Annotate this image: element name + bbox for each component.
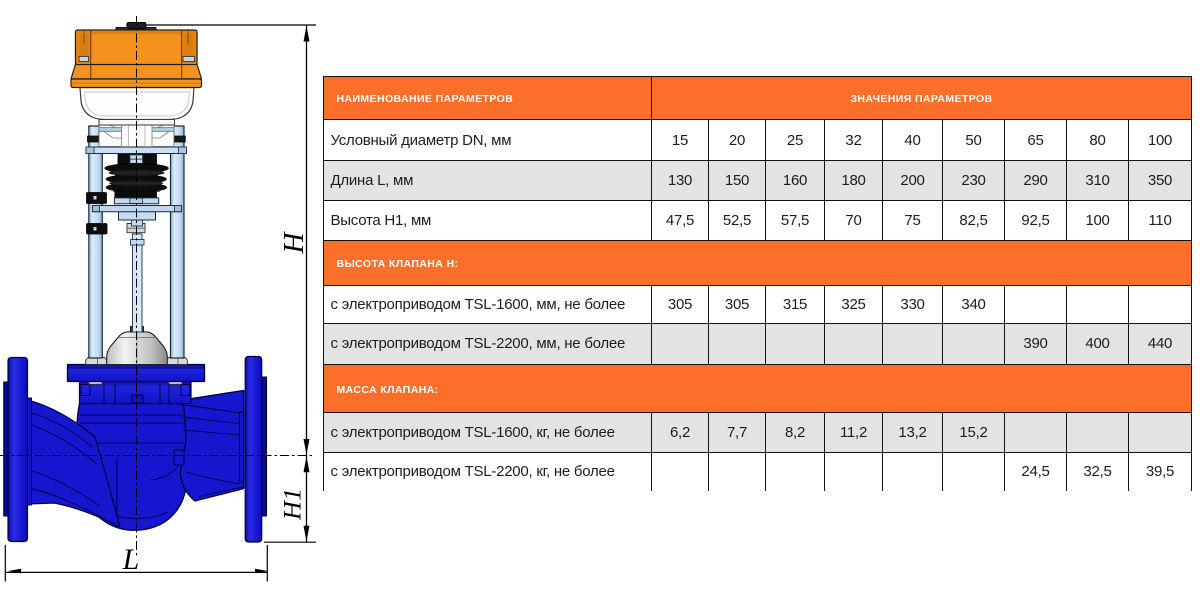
svg-text:L: L [122, 543, 140, 576]
svg-text:H1: H1 [280, 488, 307, 521]
svg-text:H: H [278, 230, 310, 254]
